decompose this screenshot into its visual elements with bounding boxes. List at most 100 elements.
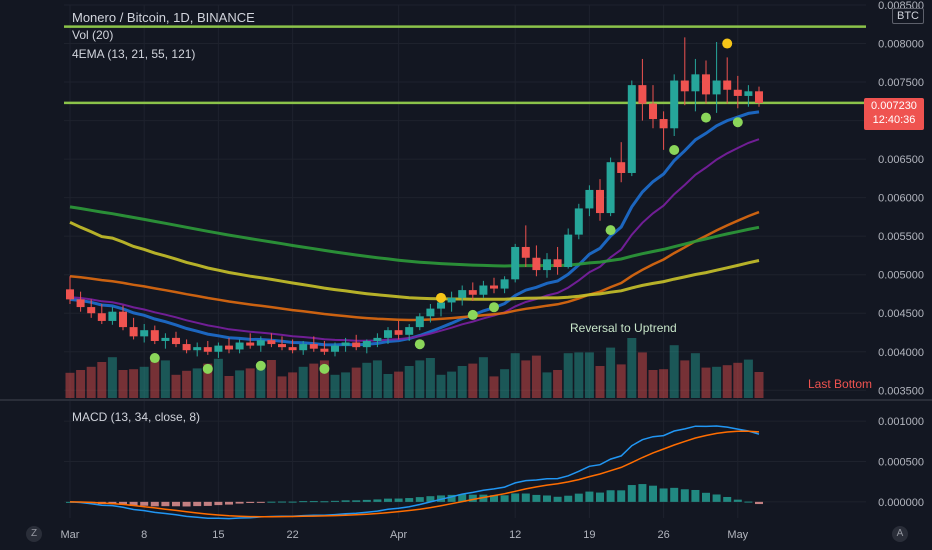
candle-body: [331, 345, 339, 352]
annotation-label: Last Bottom: [808, 377, 872, 391]
candle-body: [341, 342, 350, 346]
volume-bar: [659, 369, 669, 398]
macd-histogram-bar: [299, 501, 308, 503]
volume-bar: [171, 374, 181, 398]
volume-bar: [637, 352, 647, 398]
signal-dot: [414, 339, 425, 350]
candle-body: [129, 327, 138, 337]
signal-dot: [669, 145, 680, 155]
volume-bar: [436, 374, 446, 398]
time-tick-label: 22: [286, 529, 298, 541]
macd-indicator-label[interactable]: MACD (13, 34, close, 8): [72, 410, 201, 424]
macd-histogram-bar: [288, 501, 297, 503]
candle-body: [606, 162, 615, 214]
signal-dot: [149, 353, 160, 364]
volume-bar: [648, 370, 658, 398]
currency-badge[interactable]: BTC: [892, 8, 924, 24]
volume-bars: [65, 338, 764, 398]
volume-bar: [139, 366, 149, 398]
price-axis[interactable]: 0.003500 0.004000 0.004500 0.005000 0.005500…: [878, 0, 924, 509]
ema-21-line: [69, 138, 760, 342]
candle-body: [649, 103, 657, 120]
volume-bar: [616, 364, 626, 398]
candle-body: [415, 316, 424, 328]
macd-histogram-bar: [490, 495, 498, 502]
volume-bar: [150, 360, 160, 398]
volume-bar: [245, 368, 255, 398]
macd-histogram-bar: [140, 501, 149, 506]
macd-histogram-bar: [606, 490, 615, 502]
candle-body: [585, 189, 594, 209]
chart-grid: [64, 4, 866, 518]
candle-body: [87, 307, 96, 314]
candle-body: [320, 348, 329, 352]
candle-body: [256, 340, 265, 346]
macd-histogram-bar: [627, 485, 636, 502]
bar-countdown: 12:40:36: [872, 114, 916, 126]
zoom-toggle-icon[interactable]: Z: [26, 526, 42, 542]
candle-body: [394, 330, 403, 335]
candle-body: [744, 91, 753, 96]
auto-scale-icon[interactable]: A: [892, 526, 908, 542]
candle-body: [437, 302, 445, 309]
macd-histogram-bar: [638, 484, 647, 502]
ema-55-line: [69, 210, 760, 322]
candle-body: [490, 285, 498, 289]
volume-bar: [298, 366, 308, 398]
price-tick-label: 0.005500: [878, 231, 924, 243]
candle-body: [723, 80, 732, 90]
macd-histogram-bar: [670, 487, 679, 502]
macd-histogram-bar: [331, 500, 339, 502]
candle-body: [638, 85, 647, 104]
candle-body: [426, 308, 435, 317]
macd-histogram-bar: [649, 485, 657, 502]
candle-body: [617, 162, 626, 173]
volume-bar: [394, 371, 404, 398]
time-tick-label: 12: [509, 529, 521, 541]
price-tick-label: 0.004500: [878, 308, 924, 320]
macd-histogram-bar: [521, 493, 530, 502]
annotation-label: Reversal to Uptrend: [570, 321, 677, 335]
candle-body: [553, 259, 562, 267]
time-axis[interactable]: Mar 8 15 22 Apr 12 19 26 May: [61, 529, 749, 541]
macd-histogram-bar: [553, 496, 562, 502]
volume-bar: [743, 359, 753, 398]
macd-histogram-bar: [468, 494, 477, 502]
candle-body: [299, 344, 308, 351]
ema-indicator-label[interactable]: 4EMA (13, 21, 55, 121): [72, 47, 196, 61]
candlesticks[interactable]: [66, 37, 763, 358]
candle-body: [384, 330, 392, 338]
signal-dot: [202, 363, 213, 374]
volume-bar: [86, 366, 96, 398]
candle-body: [309, 344, 318, 349]
volume-bar: [213, 358, 223, 398]
signal-dot: [605, 225, 616, 236]
volume-bar: [447, 371, 457, 398]
candle-body: [596, 189, 604, 214]
macd-histogram-bar: [256, 501, 265, 503]
volume-bar: [722, 365, 732, 398]
macd-histogram-bar: [511, 493, 520, 502]
candle-body: [225, 345, 233, 350]
volume-bar: [680, 360, 690, 398]
macd-histogram-bar: [574, 493, 583, 502]
volume-bar: [309, 363, 319, 398]
macd-histogram-bar: [341, 500, 350, 502]
symbol-title[interactable]: Monero / Bitcoin, 1D, BINANCE: [72, 10, 255, 25]
volume-bar: [266, 360, 276, 398]
macd-histogram-bar: [659, 488, 668, 502]
macd-histogram-bar: [500, 495, 509, 502]
horizontal-levels[interactable]: [64, 25, 866, 105]
macd-tick-label: 0.000500: [878, 457, 924, 469]
macd-histogram-bar: [129, 501, 138, 506]
macd-histogram-bar: [585, 491, 594, 502]
candle-body: [97, 313, 106, 321]
volume-bar: [362, 362, 372, 398]
vol-indicator-label[interactable]: Vol (20): [72, 28, 114, 42]
signal-dot: [732, 117, 743, 128]
macd-histogram-bar: [214, 501, 223, 506]
macd-histogram-bar: [309, 501, 318, 503]
macd-histogram-bar: [225, 501, 233, 505]
candle-body: [521, 246, 530, 258]
